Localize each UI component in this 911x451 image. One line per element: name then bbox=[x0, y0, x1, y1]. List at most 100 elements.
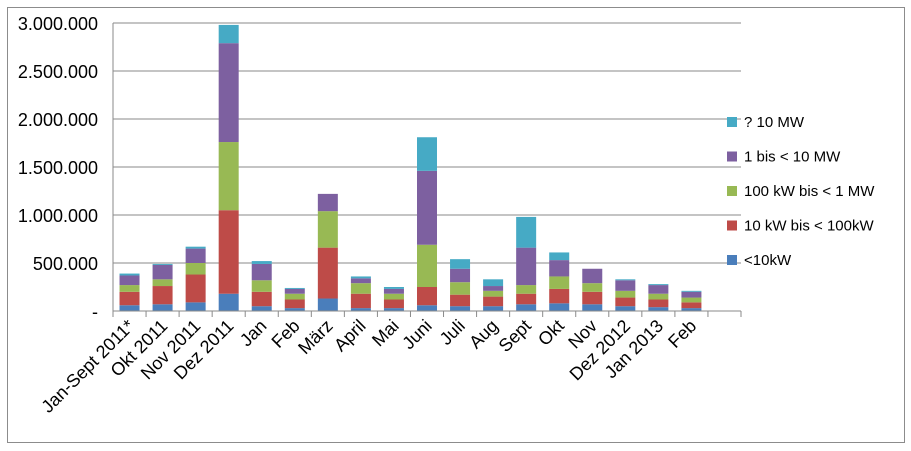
bar-segment bbox=[450, 282, 471, 295]
y-tick-label: - bbox=[92, 302, 98, 322]
bar-segment bbox=[582, 268, 603, 284]
bar-segment bbox=[417, 305, 437, 311]
bar-segment bbox=[648, 307, 669, 311]
bar-segment bbox=[450, 294, 471, 307]
bar-segment bbox=[383, 308, 404, 311]
bar-segment bbox=[317, 211, 338, 248]
x-tick-label: April bbox=[330, 316, 370, 356]
bar-segment bbox=[317, 247, 338, 299]
bar-segment bbox=[681, 291, 702, 298]
bar-segment bbox=[152, 264, 173, 280]
legend-label: 1 bis < 10 MW bbox=[744, 149, 841, 166]
bar-segment bbox=[549, 276, 570, 289]
bar-segment bbox=[450, 259, 471, 269]
bar-segment bbox=[185, 246, 206, 249]
bar-segment bbox=[516, 247, 537, 286]
bar-segment bbox=[119, 305, 140, 311]
x-tick-label: Sept bbox=[495, 316, 535, 356]
bar-segment bbox=[251, 306, 272, 311]
bar-segment bbox=[383, 299, 404, 309]
bar-segment bbox=[516, 216, 537, 248]
bar-segment bbox=[251, 291, 272, 307]
bar-segment bbox=[383, 293, 404, 300]
bar-segment bbox=[185, 274, 206, 303]
bar-segment bbox=[549, 260, 570, 277]
bar-segment bbox=[284, 299, 305, 309]
bar-segment bbox=[483, 290, 504, 297]
y-tick-label: 500.000 bbox=[33, 254, 98, 274]
bar-segment bbox=[648, 293, 669, 300]
bar-segment bbox=[681, 297, 702, 303]
bar-segment bbox=[615, 306, 636, 311]
x-tick-label: Feb bbox=[664, 316, 700, 352]
bar-segment bbox=[350, 283, 371, 294]
bar-segment bbox=[648, 285, 669, 294]
legend-swatch bbox=[727, 186, 737, 196]
legend-swatch bbox=[727, 151, 737, 162]
bar-segment bbox=[152, 263, 173, 265]
bar-segment bbox=[350, 308, 371, 311]
bar-segment bbox=[483, 296, 504, 307]
bar-segment bbox=[417, 287, 437, 306]
bar-segment bbox=[152, 286, 173, 305]
bar-segment bbox=[251, 261, 272, 264]
x-tick-label: Juli bbox=[436, 316, 469, 349]
legend-swatch bbox=[727, 220, 737, 231]
bar-segment bbox=[284, 308, 305, 311]
y-tick-label: 3.000.000 bbox=[18, 14, 98, 34]
bar-segment bbox=[549, 303, 570, 311]
bar-segment bbox=[417, 137, 437, 171]
bar-segment bbox=[350, 278, 371, 284]
bar-segment bbox=[648, 284, 669, 286]
bar-segment bbox=[119, 273, 140, 276]
bar-segment bbox=[483, 306, 504, 311]
bar-segment bbox=[119, 291, 140, 306]
bar-segment bbox=[152, 279, 173, 287]
bar-segment bbox=[450, 268, 471, 283]
bar-segment bbox=[185, 263, 206, 275]
y-tick-label: 2.000.000 bbox=[18, 110, 98, 130]
bar-segment bbox=[383, 288, 404, 294]
bar-segment bbox=[582, 283, 603, 292]
y-tick-label: 1.000.000 bbox=[18, 206, 98, 226]
bar-segment bbox=[681, 308, 702, 311]
x-tick-label: Aug bbox=[465, 316, 502, 353]
bar-segment bbox=[251, 280, 272, 292]
y-tick-label: 2.500.000 bbox=[18, 62, 98, 82]
bar-segment bbox=[218, 43, 239, 143]
bar-segment bbox=[218, 24, 239, 44]
bar-segment bbox=[185, 248, 206, 263]
bar-segment bbox=[582, 304, 603, 311]
bar-segment bbox=[516, 304, 537, 311]
axes bbox=[112, 23, 742, 317]
bar-segment bbox=[119, 285, 140, 292]
bar-segment bbox=[417, 170, 437, 245]
bar-segment bbox=[549, 288, 570, 304]
x-tick-label: März bbox=[294, 316, 336, 358]
x-tick-label: Mai bbox=[368, 316, 403, 351]
bar-segment bbox=[615, 297, 636, 307]
bar-segment bbox=[417, 244, 437, 287]
bar-segment bbox=[218, 293, 239, 311]
legend-label: <10kW bbox=[744, 252, 792, 269]
bar-segment bbox=[383, 287, 404, 289]
bar-segment bbox=[615, 279, 636, 281]
x-tick-label: Jan bbox=[236, 316, 271, 351]
bar-segment bbox=[218, 210, 239, 294]
bar-segment bbox=[317, 298, 338, 311]
legend-swatch bbox=[727, 255, 737, 265]
bar-segment bbox=[350, 293, 371, 309]
bar-segment bbox=[284, 288, 305, 294]
bar-segment bbox=[284, 293, 305, 300]
bar-segment bbox=[516, 293, 537, 305]
bar-segment bbox=[317, 193, 338, 212]
y-axis-tick-labels: - 500.000 1.000.000 1.500.000 2.000.000 2.500… bbox=[18, 14, 98, 322]
bar-segment bbox=[251, 263, 272, 281]
gridlines bbox=[113, 22, 741, 264]
legend-swatch bbox=[727, 117, 737, 127]
legend-label: 100 kW bis < 1 MW bbox=[744, 183, 875, 200]
bar-segment bbox=[350, 276, 371, 279]
bar-segment bbox=[218, 142, 239, 211]
bar-segment bbox=[582, 291, 603, 305]
